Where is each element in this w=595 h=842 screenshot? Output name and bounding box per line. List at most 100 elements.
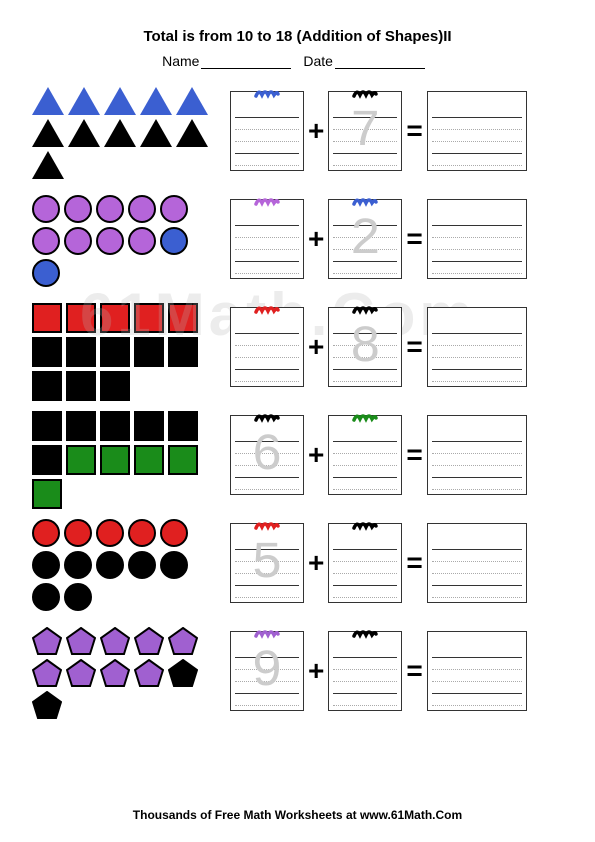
triangle-shape (32, 119, 64, 147)
circle-shape (32, 519, 60, 547)
triangle-shape (32, 151, 64, 179)
operand-box[interactable]: 5 (230, 523, 304, 603)
square-shape (66, 303, 96, 333)
operand-box[interactable] (328, 523, 402, 603)
operand-box[interactable]: 6 (230, 415, 304, 495)
circle-shape (96, 551, 124, 579)
result-box[interactable] (427, 91, 527, 171)
square-shape (66, 371, 96, 401)
answer-area: 5+= (230, 523, 527, 603)
equals-operator: = (404, 331, 424, 363)
triangle-shape (68, 119, 100, 147)
name-label: Name (162, 53, 199, 69)
footer-text: Thousands of Free Math Worksheets at www… (0, 808, 595, 822)
answer-area: +8= (230, 307, 527, 387)
pentagon-shape (32, 659, 62, 687)
result-box[interactable] (427, 307, 527, 387)
circle-shape (64, 519, 92, 547)
scribble-marker (352, 86, 378, 98)
circle-shape (32, 259, 60, 287)
square-shape (32, 371, 62, 401)
square-shape (168, 303, 198, 333)
square-shape (32, 479, 62, 509)
equals-operator: = (404, 439, 424, 471)
scribble-marker (254, 302, 280, 314)
square-shape (32, 411, 62, 441)
triangle-shape (68, 87, 100, 115)
square-shape (100, 445, 130, 475)
plus-operator: + (306, 331, 326, 363)
operand-box[interactable]: 2 (328, 199, 402, 279)
square-shape (66, 337, 96, 367)
equals-operator: = (404, 547, 424, 579)
trace-number: 8 (329, 318, 401, 378)
name-blank[interactable] (201, 54, 291, 69)
operand-box[interactable]: 7 (328, 91, 402, 171)
pentagon-shape (168, 659, 198, 687)
pentagon-shape (66, 659, 96, 687)
circle-shape (64, 583, 92, 611)
shapes-area (32, 303, 224, 391)
square-shape (100, 337, 130, 367)
result-box[interactable] (427, 523, 527, 603)
circle-shape (160, 519, 188, 547)
square-shape (168, 337, 198, 367)
circle-shape (64, 551, 92, 579)
problem-row: 9+= (32, 627, 563, 715)
problem-row: +7= (32, 87, 563, 175)
operand-box[interactable]: 9 (230, 631, 304, 711)
answer-area: 9+= (230, 631, 527, 711)
result-box[interactable] (427, 631, 527, 711)
operand-box[interactable] (230, 199, 304, 279)
scribble-marker (254, 410, 280, 422)
name-date-row: Name Date (32, 53, 563, 69)
square-shape (32, 445, 62, 475)
pentagon-shape (168, 627, 198, 655)
square-shape (134, 303, 164, 333)
triangle-shape (104, 119, 136, 147)
operand-box[interactable] (230, 91, 304, 171)
operand-box[interactable] (328, 415, 402, 495)
square-shape (66, 411, 96, 441)
square-shape (168, 411, 198, 441)
circle-shape (128, 551, 156, 579)
pentagon-shape (100, 659, 130, 687)
square-shape (66, 445, 96, 475)
pentagon-shape (100, 627, 130, 655)
problem-row: +8= (32, 303, 563, 391)
triangle-shape (32, 87, 64, 115)
trace-number: 5 (231, 534, 303, 594)
result-box[interactable] (427, 415, 527, 495)
equals-operator: = (404, 223, 424, 255)
scribble-marker (352, 302, 378, 314)
circle-shape (160, 195, 188, 223)
circle-shape (32, 551, 60, 579)
circle-shape (96, 195, 124, 223)
pentagon-shape (32, 691, 62, 719)
plus-operator: + (306, 223, 326, 255)
circle-shape (32, 195, 60, 223)
date-blank[interactable] (335, 54, 425, 69)
operand-box[interactable]: 8 (328, 307, 402, 387)
triangle-shape (140, 87, 172, 115)
operand-box[interactable] (230, 307, 304, 387)
circle-shape (64, 227, 92, 255)
plus-operator: + (306, 439, 326, 471)
circle-shape (32, 583, 60, 611)
plus-operator: + (306, 115, 326, 147)
circle-shape (96, 227, 124, 255)
triangle-shape (176, 119, 208, 147)
result-box[interactable] (427, 199, 527, 279)
operand-box[interactable] (328, 631, 402, 711)
shapes-area (32, 195, 224, 283)
scribble-marker (254, 518, 280, 530)
worksheet-title: Total is from 10 to 18 (Addition of Shap… (32, 28, 563, 45)
problem-row: 5+= (32, 519, 563, 607)
circle-shape (32, 227, 60, 255)
square-shape (168, 445, 198, 475)
circle-shape (160, 551, 188, 579)
shapes-area (32, 411, 224, 499)
equals-operator: = (404, 115, 424, 147)
shapes-area (32, 87, 224, 175)
circle-shape (128, 519, 156, 547)
